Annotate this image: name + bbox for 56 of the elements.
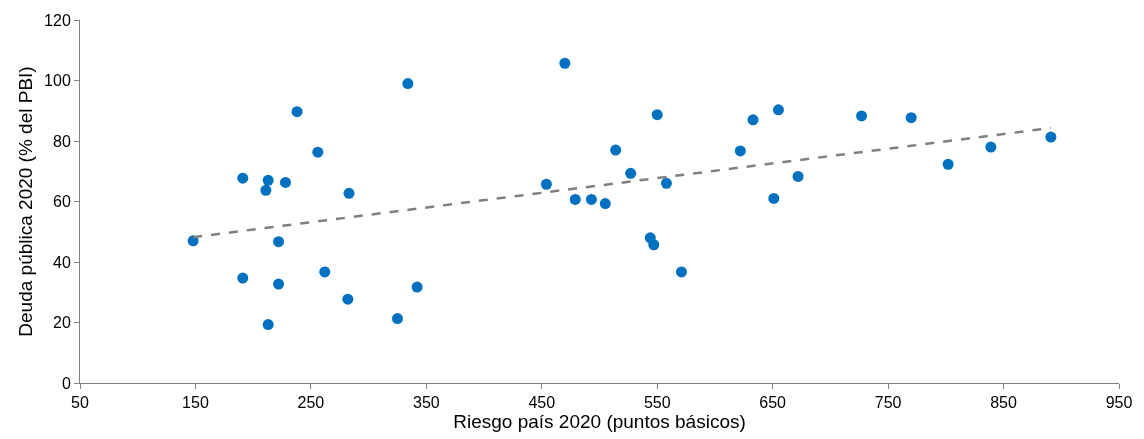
point [768,192,780,204]
point [651,109,663,121]
x-tick-label: 150 [182,394,209,412]
point [262,174,274,186]
y-axis-title: Deuda pública 2020 (% del PBI) [15,66,36,337]
y-tick-label: 20 [53,314,71,332]
point [260,184,272,196]
point [648,239,660,251]
point [747,114,759,126]
y-tick-label: 100 [44,72,71,90]
point [312,146,324,158]
point [540,178,552,190]
x-axis-title: Riesgo país 2020 (puntos básicos) [453,411,746,433]
x-tick-label: 950 [1105,394,1133,412]
x-tick-label: 550 [643,394,671,412]
point [610,144,622,156]
point [559,57,571,69]
point [599,198,611,210]
point [1045,131,1057,143]
point [237,172,249,184]
point [625,167,637,179]
point [279,176,291,188]
point [319,266,331,278]
x-tick-label: 850 [990,394,1018,412]
point [734,145,746,157]
point [772,104,784,116]
y-tick-label: 80 [53,132,71,150]
point [342,293,354,305]
point [262,319,274,331]
point [291,106,303,118]
point [675,266,687,278]
point [905,112,917,124]
point [273,236,285,248]
x-tick-label: 250 [297,394,325,412]
point [237,272,249,284]
point [343,187,355,199]
point [411,281,423,293]
point [391,313,403,325]
y-tick-label: 0 [61,374,71,392]
point [273,278,285,290]
x-tick-label: 50 [71,394,89,412]
x-tick-label: 750 [874,394,902,412]
y-tick-label: 60 [53,193,71,211]
x-tick-label: 450 [528,394,556,412]
point [942,158,954,170]
point [585,193,597,205]
point [856,110,868,122]
y-tick-label: 40 [53,253,71,271]
point [792,170,804,182]
point [985,141,997,153]
x-tick-label: 650 [759,394,787,412]
y-tick-label: 120 [44,11,71,29]
point [660,177,672,189]
point [569,193,581,205]
point [402,78,414,90]
x-tick-label: 350 [412,394,440,412]
